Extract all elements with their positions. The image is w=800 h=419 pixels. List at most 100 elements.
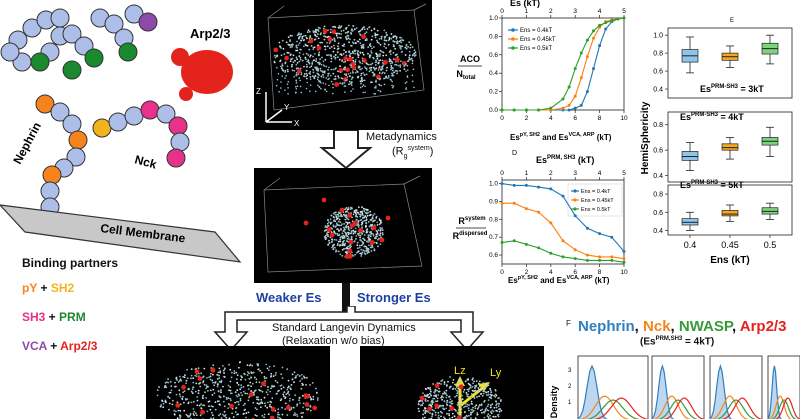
panel-c-top-xtick-label: 5	[622, 8, 626, 15]
panel-c-series-line-3	[502, 17, 625, 111]
stronger-es-label: Stronger Es	[357, 290, 431, 305]
panel-f-ytick-3: 3	[568, 368, 572, 374]
panel-d-xtick-label: 2	[525, 269, 529, 276]
panel-c-point	[561, 97, 565, 101]
arp23-complex	[171, 48, 233, 101]
particle-strands	[275, 59, 415, 95]
panel-f-letter: F	[566, 319, 571, 328]
panel-c-point	[585, 38, 589, 42]
panel-c-legend-2: Ens = 0.45kT	[520, 37, 556, 43]
panel-f-ylabel: Density	[549, 386, 559, 419]
panel-d-top-xtick-label: 2	[549, 170, 553, 177]
panel-f-subtitle: (EsPRM,SH3 = 4kT)	[640, 336, 715, 348]
panel-e-box	[721, 210, 739, 217]
particle-cloud	[273, 24, 417, 87]
panel-e-xtick-label: 0.45	[721, 240, 739, 250]
panel-d-point	[622, 257, 626, 261]
metadynamics-label: Metadynamics	[366, 131, 437, 143]
simulation-snapshot-initial: Z X Y	[254, 0, 432, 130]
panel-d-ylabel-bottom: Rdispersed	[453, 231, 488, 241]
panel-d-xtick-label: 0	[500, 269, 504, 276]
stray-particles	[303, 197, 391, 243]
panel-c-point	[592, 36, 595, 40]
panel-e-ytick-label: 0.8	[653, 192, 663, 199]
panel-c-point	[579, 103, 583, 107]
pair-2-a: SH3	[22, 310, 46, 324]
panel-d-point	[512, 183, 516, 187]
metadynamics-sub: (Rgsystem)	[392, 145, 434, 160]
panel-d-top-xtick-label: 5	[622, 170, 626, 177]
panel-f-ytick-1: 1	[568, 400, 572, 406]
binding-partners-title: Binding partners	[22, 256, 119, 270]
panel-c-point	[567, 103, 571, 107]
panel-d-point	[573, 248, 577, 252]
panel-d-ylabel-top: Rsystem	[458, 216, 485, 226]
panel-d-point	[512, 239, 516, 243]
pair-3-a: VCA	[22, 339, 47, 353]
panel-c-point	[549, 106, 553, 110]
panel-f-ytick-2: 2	[568, 384, 572, 390]
panel-d-ytick-label: 0.8	[489, 216, 498, 223]
panel-d-point	[573, 257, 577, 261]
panel-d-top-axis-label: EsPRM, SH3 (kT)	[536, 155, 594, 165]
panel-e-ytick-label: 0.6	[653, 148, 663, 155]
weaker-es-label: Weaker Es	[256, 290, 322, 305]
chart-panel-d: D EsPRM, SH3 (kT) Rsystem Rdispersed Esp…	[453, 150, 628, 285]
nephrin-chain	[35, 94, 88, 217]
binding-pair-2: SH3 + PRM	[22, 310, 86, 324]
panel-e-row-label-2: EsPRM-SH3 = 4kT	[680, 112, 744, 122]
panel-c-top-xtick-label: 3	[573, 8, 577, 15]
panel-c-point	[592, 67, 595, 71]
sim-strong-render: Lz Ly	[417, 365, 503, 419]
panel-f-density-curve	[710, 395, 749, 419]
panel-f-title-part: NWASP	[678, 318, 732, 335]
binding-pair-3: VCA + Arp2/3	[22, 339, 98, 353]
panel-d-point	[537, 185, 541, 189]
axis-triad: Z X Y	[256, 87, 300, 128]
panel-e-ytick-label: 1.0	[653, 33, 663, 40]
panel-d-point	[549, 221, 553, 225]
panel-e-letter: E	[730, 18, 734, 24]
panel-d-xlabel: EspY, SH2 and EsVCA, ARP (kT)	[508, 275, 610, 285]
panel-e-ylabel: HemiSphericity	[640, 101, 651, 174]
panel-f-title-part: ,	[731, 318, 740, 335]
panel-c-point	[567, 85, 571, 89]
panel-d-point	[585, 253, 589, 257]
panel-d-point	[610, 235, 614, 239]
panel-c-ytick-label: 0.4	[489, 70, 498, 77]
panel-f-title: Nephrin, Nck, NWASP, Arp2/3	[578, 318, 786, 335]
panel-c-point	[512, 108, 516, 112]
sim-weak-render	[156, 361, 319, 419]
panel-c-ytick-label: 1.0	[489, 15, 498, 22]
panel-d-point	[500, 241, 504, 245]
panel-c-xtick-label: 8	[598, 115, 602, 122]
arp-label: Arp2/3	[190, 26, 230, 41]
panel-c-top-xtick-label: 1	[525, 8, 529, 15]
panel-d-point	[500, 182, 504, 186]
panel-c-point	[567, 108, 571, 112]
panel-d-point	[549, 187, 553, 191]
panel-d-point	[598, 255, 602, 259]
panel-d-point	[622, 260, 626, 264]
panel-d-legend-3: Ens = 0.5kT	[581, 207, 611, 213]
panel-c-point	[604, 27, 608, 31]
ly-label: Ly	[490, 367, 502, 379]
panel-e-ytick-label: 0.4	[653, 173, 663, 180]
panel-f-density-curve	[593, 397, 649, 419]
panel-c-ytick-label: 0.8	[489, 33, 498, 40]
panel-e-ytick-label: 0.4	[653, 87, 663, 94]
lz-label: Lz	[454, 365, 466, 377]
panel-c-point	[585, 90, 589, 94]
panel-c-ylabel-bottom: Ntotal	[456, 69, 475, 81]
panel-f-density-curve	[709, 363, 733, 419]
nck-chain	[92, 100, 190, 168]
panel-d-point	[561, 239, 565, 243]
panel-d-point	[585, 258, 589, 262]
panel-f-density-curve	[721, 397, 763, 419]
panel-c-legend: Ens = 0.4kT Ens = 0.45kT Ens = 0.5kT	[508, 28, 556, 52]
panel-d-top-xtick-label: 4	[598, 170, 602, 177]
panel-c-point	[537, 108, 541, 112]
panel-c-xtick-label: 4	[549, 115, 553, 122]
panel-c-point	[598, 44, 602, 48]
panel-d-point	[524, 183, 528, 187]
